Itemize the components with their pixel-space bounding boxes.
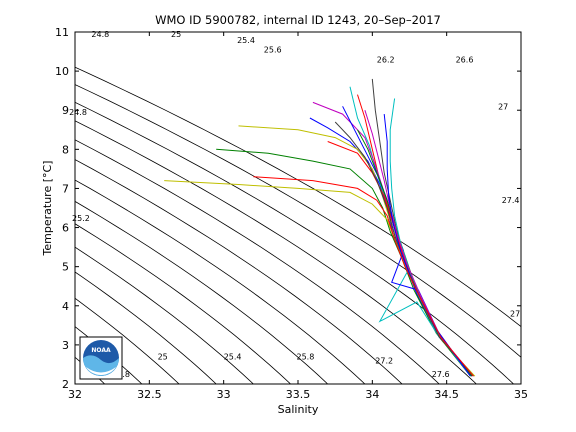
y-tick-label-0: 2 xyxy=(62,378,69,391)
isopycnal-label-2: 25.4 xyxy=(237,36,255,45)
isopycnal-label-0: 24.8 xyxy=(91,30,109,39)
isopycnal-label-9: 27.4 xyxy=(502,196,520,205)
isopycnal-4 xyxy=(75,297,180,384)
x-tick-label-2: 33 xyxy=(217,388,231,401)
y-tick-label-9: 11 xyxy=(55,26,69,39)
isopycnal-label-4: 26.2 xyxy=(377,55,395,64)
y-axis-label: Temperature [°C] xyxy=(41,161,54,257)
isopycnal-label-7: 24.8 xyxy=(69,108,87,117)
isopycnal-label-15: 27.6 xyxy=(432,370,450,379)
y-tick-label-5: 7 xyxy=(62,182,69,195)
profile-series-13 xyxy=(334,121,474,377)
isopycnal-14 xyxy=(75,84,521,358)
isopycnal-13 xyxy=(75,101,514,384)
isopycnal-7 xyxy=(75,223,291,384)
profile-series-1 xyxy=(216,148,471,377)
y-axis-ticks: 2 3 4 5 6 7 8 9 10 11 xyxy=(55,26,521,391)
isopycnal-9 xyxy=(75,179,366,384)
x-tick-label-5: 34.5 xyxy=(434,388,459,401)
x-axis-label: Salinity xyxy=(278,403,319,416)
noaa-logo-text: NOAA xyxy=(91,347,111,354)
y-tick-label-8: 10 xyxy=(55,65,69,78)
isopycnal-label-14: 27.2 xyxy=(375,357,393,366)
isopycnal-label-13: 25.8 xyxy=(296,353,314,362)
x-tick-label-1: 32.5 xyxy=(137,388,162,401)
noaa-logo-wave xyxy=(86,367,116,376)
y-tick-label-7: 9 xyxy=(62,104,69,117)
x-tick-label-6: 35 xyxy=(514,388,528,401)
isopycnal-15 xyxy=(75,66,521,328)
isopycnal-labels: 24.8 25 25.4 25.6 26.2 26.6 27 24.8 25.2 27.4 27 25… xyxy=(69,30,520,379)
y-tick-label-4: 6 xyxy=(62,222,69,235)
isopycnal-8 xyxy=(75,200,328,384)
isopycnal-5 xyxy=(75,271,217,384)
isopycnal-contours xyxy=(75,66,521,384)
isopycnal-label-3: 25.6 xyxy=(264,46,282,55)
profile-series-15 xyxy=(253,176,474,377)
isopycnal-10 xyxy=(75,159,403,384)
y-tick-label-3: 5 xyxy=(62,261,69,274)
isopycnal-label-10: 27 xyxy=(510,310,520,319)
profile-series-12 xyxy=(364,110,474,377)
noaa-logo: NOAA xyxy=(79,336,123,380)
isopycnal-label-5: 26.6 xyxy=(456,55,474,64)
chart-title: WMO ID 5900782, internal ID 1243, 20–Sep… xyxy=(155,13,441,27)
y-tick-label-2: 4 xyxy=(62,300,69,313)
y-tick-label-6: 8 xyxy=(62,143,69,156)
isopycnal-label-8: 25.2 xyxy=(72,214,90,223)
x-tick-label-0: 32 xyxy=(68,388,82,401)
y-tick-label-1: 3 xyxy=(62,339,69,352)
x-tick-label-4: 34 xyxy=(365,388,379,401)
isopycnal-label-12: 25.4 xyxy=(224,353,242,362)
isopycnal-label-1: 25 xyxy=(171,30,181,39)
x-tick-label-3: 33.5 xyxy=(286,388,311,401)
isopycnal-label-6: 27 xyxy=(498,102,508,111)
isopycnal-11 xyxy=(75,139,440,384)
x-axis-ticks: 32 32.5 33 33.5 34 34.5 35 xyxy=(68,32,528,401)
isopycnal-label-11: 25 xyxy=(158,353,168,362)
profile-series xyxy=(164,78,476,377)
isopycnal-6 xyxy=(75,246,254,384)
isopycnal-12 xyxy=(75,120,477,384)
